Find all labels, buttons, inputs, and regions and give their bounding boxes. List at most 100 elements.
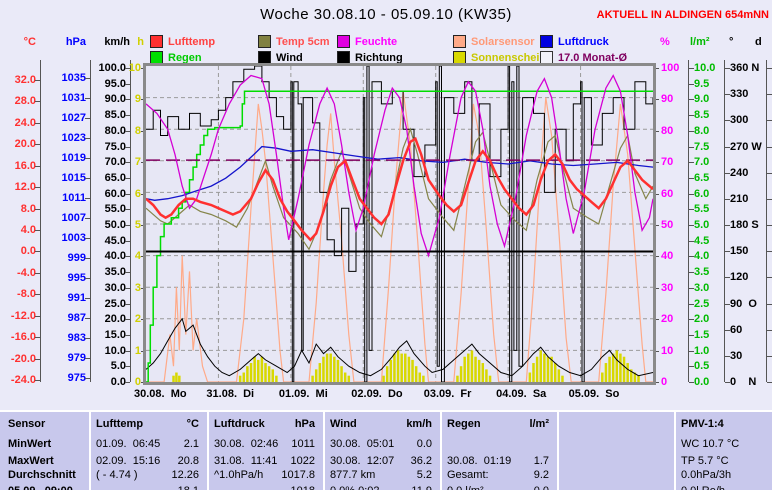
percent-tick-label: 70 — [661, 156, 674, 169]
lm2-tick-mark — [689, 366, 694, 368]
percent-tick-mark — [654, 225, 659, 226]
lm2-tick-mark — [689, 115, 694, 117]
celsius-tick-label: -12.0 — [10, 309, 36, 322]
kmh-tick-mark — [125, 193, 130, 195]
days-axis-tick-mark — [767, 68, 772, 69]
lm2-tick-mark — [689, 193, 694, 195]
lm2-tick-label: 5.0 — [694, 219, 710, 231]
percent-tick-mark — [654, 99, 659, 101]
kmh-tick-mark — [125, 225, 130, 226]
table-header-unit: l/m² — [529, 418, 549, 430]
table-cell-text: 30.08. 05:01 — [330, 438, 395, 450]
celsius-tick-label: -16.0 — [10, 331, 36, 344]
sunshine-bar — [347, 375, 351, 382]
hpa-tick-mark — [85, 198, 90, 199]
kmh-tick-label: 55.0 — [104, 203, 126, 216]
percent-tick-label: 60 — [661, 187, 674, 200]
celsius-tick-mark — [35, 251, 40, 253]
kmh-tick-label: 70.0 — [104, 156, 126, 169]
series-wind — [145, 317, 654, 377]
lm2-tick-mark — [689, 256, 694, 258]
table-cell-value: 9.2 — [533, 469, 549, 481]
celsius-tick-mark — [35, 122, 40, 124]
table-cell-value: 1017.8 — [281, 469, 315, 481]
hpa-tick-label: 987 — [67, 312, 86, 324]
table-column-separator — [440, 412, 442, 490]
days-axis-tick-mark — [767, 120, 772, 122]
table-cell-text: WC 10.7 °C — [681, 438, 740, 450]
sunshine-bar — [267, 366, 271, 382]
table-cell-value: 1.7 — [533, 455, 549, 467]
sunshine-bar — [396, 350, 400, 382]
lm2-tick-mark — [689, 225, 694, 226]
chart-canvas — [145, 65, 654, 383]
legend-swatch — [258, 35, 271, 48]
lm2-tick-label: 1.0 — [694, 344, 710, 357]
celsius-tick-label: 28.0 — [14, 95, 36, 108]
direction-tick-label: 270 W — [730, 140, 762, 153]
hours-tick-label: 9 — [134, 93, 141, 106]
sunshine-bar — [543, 353, 546, 382]
days-axis-tick-mark — [767, 303, 772, 305]
kmh-tick-mark — [125, 130, 130, 132]
sunshine-bar — [275, 375, 278, 382]
direction-tick-label: 0 N — [730, 376, 757, 389]
hours-tick-label: 2 — [134, 313, 141, 326]
direction-tick-label: 240 — [730, 166, 749, 179]
hpa-tick-label: 1019 — [61, 152, 86, 164]
percent-tick-label: 80 — [661, 124, 674, 137]
direction-tick-mark — [725, 225, 730, 227]
percent-tick-label: 10 — [661, 344, 674, 357]
kmh-tick-label: 95.0 — [104, 77, 126, 90]
table-column-separator — [674, 412, 676, 490]
sunshine-bar — [456, 375, 459, 382]
series-temp-5cm — [145, 127, 654, 251]
x-label-day-2: 01.09. Mi — [278, 388, 328, 400]
sunshine-bar — [601, 372, 604, 382]
chart-plot-area — [143, 63, 656, 385]
hpa-tick-label: 1035 — [61, 72, 86, 84]
lm2-tick-mark — [689, 303, 694, 305]
hours-tick-label: 10 — [128, 62, 141, 74]
legend-item-richtung: Richtung — [337, 49, 403, 64]
sunshine-bar — [557, 369, 561, 382]
x-label-day-3: 02.09. Do — [351, 388, 403, 400]
hpa-tick-mark — [85, 338, 90, 339]
sunshine-bar — [604, 363, 608, 382]
sunshine-bar — [481, 363, 485, 382]
hpa-tick-label: 975 — [67, 372, 86, 384]
lm2-tick-mark — [689, 177, 694, 179]
days-axis-tick-mark — [767, 172, 772, 174]
table-column-separator — [89, 412, 91, 490]
hpa-tick-label: 1031 — [61, 92, 86, 104]
kmh-tick-label: 85.0 — [104, 109, 126, 122]
hpa-tick-mark — [85, 258, 90, 259]
direction-tick-mark — [725, 382, 730, 384]
series-feuchte — [145, 74, 654, 258]
series-lufttemp — [145, 136, 654, 242]
table-row-label: 05.09. 09:00 — [8, 485, 73, 490]
x-label-day-5: 04.09. Sa — [496, 388, 547, 400]
legend-label: Regen — [168, 52, 202, 64]
kmh-tick-mark — [125, 319, 130, 321]
series-luftdruck — [145, 145, 654, 201]
table-cell-text: 01.09. 06:45 — [96, 438, 161, 450]
days-axis-tick-mark — [767, 329, 772, 331]
kmh-tick-mark — [125, 209, 130, 211]
kmh-tick-label: 15.0 — [104, 328, 126, 341]
table-cell-text: 30.08. 02:46 — [214, 438, 279, 450]
kmh-tick-mark — [125, 83, 130, 85]
hours-tick-label: 6 — [134, 187, 141, 200]
sunshine-bar — [271, 369, 274, 382]
lm2-tick-mark — [689, 287, 694, 289]
sunshine-bar — [546, 356, 550, 382]
table-cell-value: 11.9 — [411, 485, 432, 490]
sunshine-bar — [630, 369, 633, 382]
lm2-tick-label: 4.0 — [694, 250, 710, 263]
lm2-tick-label: 2.0 — [694, 313, 710, 326]
kmh-tick-mark — [125, 350, 130, 352]
percent-tick-mark — [654, 350, 659, 352]
sunshine-bar — [329, 353, 332, 382]
direction-tick-label: 90 O — [730, 297, 757, 310]
